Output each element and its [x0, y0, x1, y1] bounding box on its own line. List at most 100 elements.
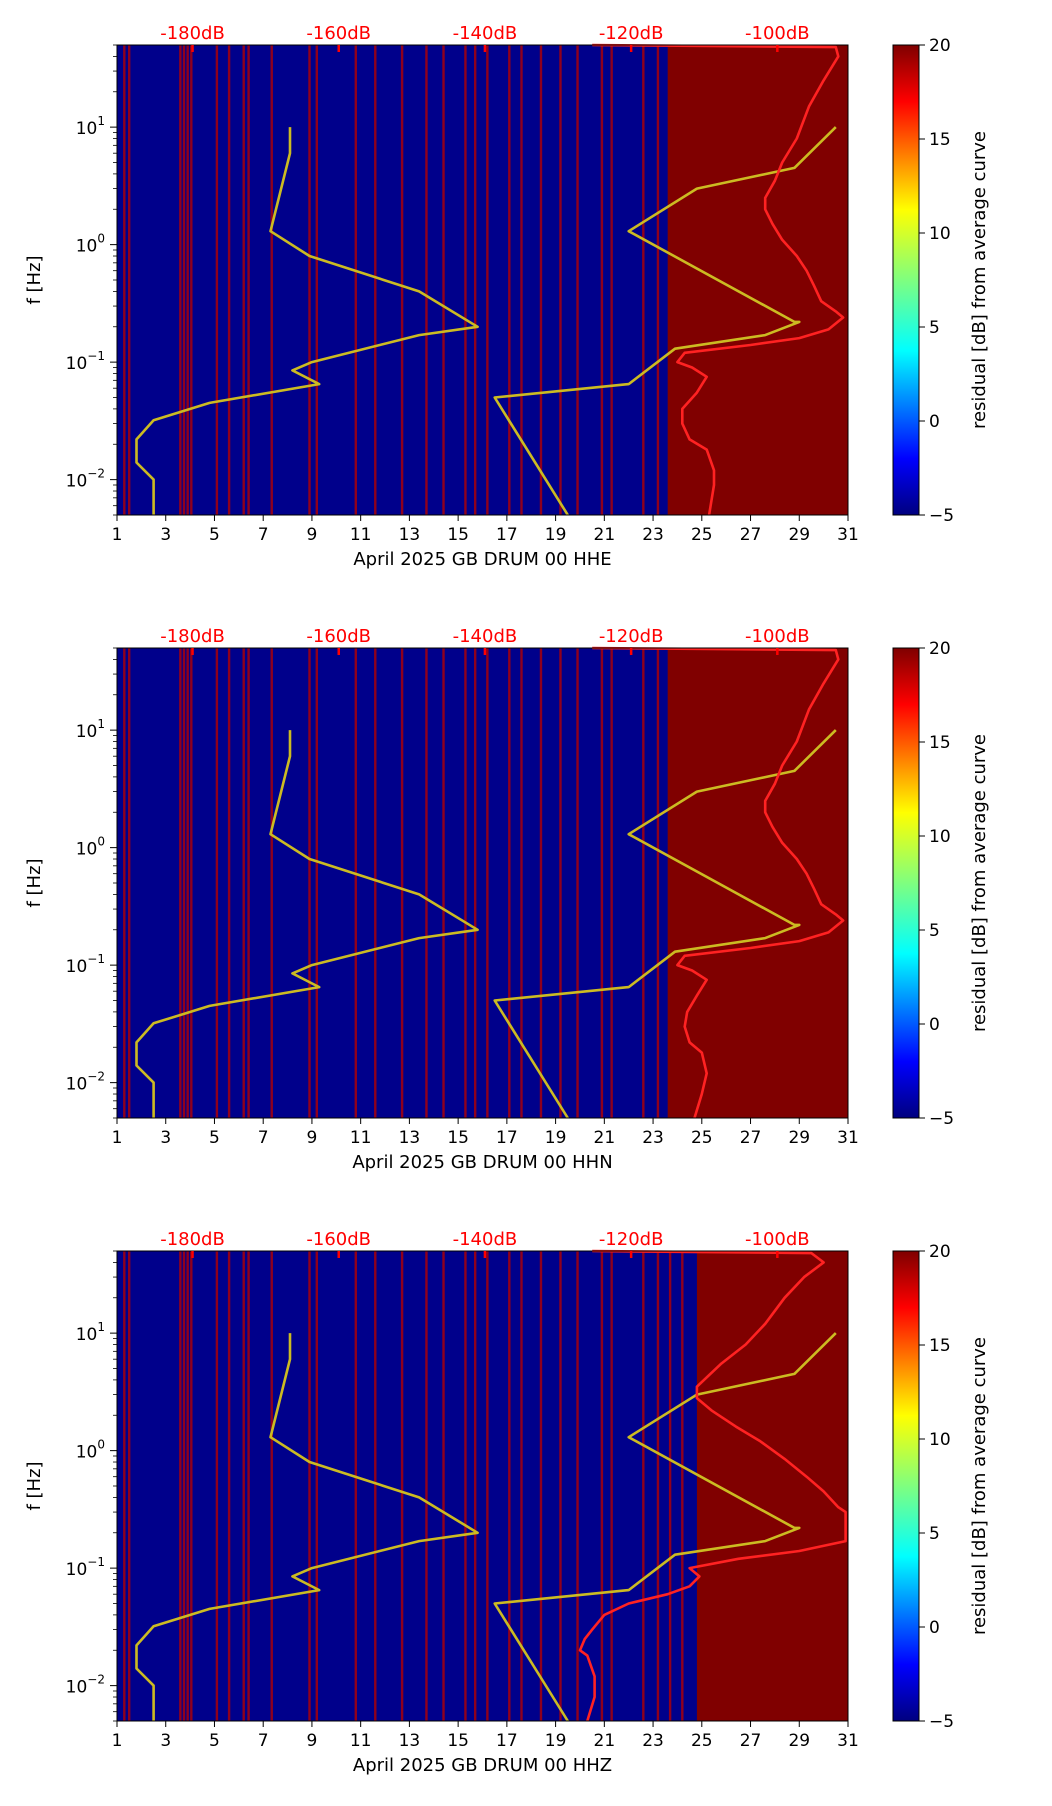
- x-tick-label: 5: [209, 525, 220, 545]
- top-axis-label: -160dB: [306, 23, 371, 44]
- residual-band: [374, 1251, 377, 1721]
- residual-band: [642, 45, 645, 515]
- x-tick-label: 9: [307, 525, 318, 545]
- x-tick-label: 15: [447, 1731, 469, 1751]
- residual-band: [242, 45, 245, 515]
- x-tick-label: 27: [740, 1731, 762, 1751]
- colorbar-tick-label: −5: [929, 506, 954, 526]
- residual-band: [442, 45, 445, 515]
- residual-band: [642, 648, 645, 1118]
- x-tick-label: 25: [691, 1731, 713, 1751]
- top-axis-label: -100dB: [745, 1229, 810, 1250]
- x-tick-label: 1: [112, 525, 123, 545]
- high-residual-block: [667, 45, 848, 515]
- residual-band: [464, 45, 467, 515]
- residual-band: [559, 45, 562, 515]
- x-tick-label: 17: [496, 1731, 518, 1751]
- x-tick-label: 23: [642, 1128, 664, 1148]
- top-axis-label: -100dB: [745, 626, 810, 647]
- residual-band: [656, 45, 660, 515]
- series-line-2: [493, 126, 837, 516]
- series-line-1: [135, 127, 479, 515]
- top-axis-label: -120dB: [599, 626, 664, 647]
- x-tick-label: 7: [258, 525, 269, 545]
- high-residual-block: [667, 648, 848, 1118]
- x-tick-label: 3: [160, 525, 171, 545]
- x-tick-label: 3: [160, 1731, 171, 1751]
- colorbar-tick-label: 15: [929, 130, 951, 150]
- series-line-2: [493, 729, 837, 1119]
- colorbar-tick-label: 10: [929, 224, 951, 244]
- x-tick-label: 11: [350, 1128, 372, 1148]
- residual-band: [559, 648, 562, 1118]
- x-tick-label: 13: [399, 1128, 421, 1148]
- residual-band: [123, 648, 126, 1118]
- residual-band: [242, 1251, 245, 1721]
- colorbar: [892, 1250, 920, 1722]
- colorbar-tick-label: 15: [929, 733, 951, 753]
- colorbar-tick-label: 0: [929, 1618, 940, 1638]
- top-axis-label: -180dB: [160, 626, 225, 647]
- x-tick-label: 13: [399, 525, 421, 545]
- top-axis-label: -140dB: [453, 1229, 518, 1250]
- x-tick-label: 29: [788, 525, 810, 545]
- x-tick-label: 11: [350, 1731, 372, 1751]
- residual-band: [190, 45, 193, 515]
- residual-band: [247, 45, 250, 515]
- colorbar-tick-label: 10: [929, 1430, 951, 1450]
- x-tick-label: 19: [545, 1731, 567, 1751]
- residual-band: [247, 648, 250, 1118]
- residual-band: [354, 1251, 357, 1721]
- x-tick-label: 21: [594, 525, 616, 545]
- x-tick-label: 17: [496, 525, 518, 545]
- residual-band: [425, 45, 428, 515]
- residual-band: [600, 1251, 604, 1721]
- x-tick-label: 7: [258, 1128, 269, 1148]
- residual-band: [354, 648, 357, 1118]
- x-tick-label: 23: [642, 1731, 664, 1751]
- y-tick-label: 101: [76, 114, 105, 139]
- x-tick-label: 27: [740, 525, 762, 545]
- residual-band: [520, 1251, 523, 1721]
- residual-band: [539, 648, 543, 1118]
- residual-band: [400, 1251, 404, 1721]
- colorbar: [892, 647, 920, 1119]
- y-tick-label: 100: [76, 232, 105, 257]
- x-tick-label: 5: [209, 1128, 220, 1148]
- x-tick-label: 23: [642, 525, 664, 545]
- x-tick-label: 19: [545, 1128, 567, 1148]
- x-tick-label: 15: [447, 1128, 469, 1148]
- residual-band: [242, 648, 245, 1118]
- y-tick-label: 10−2: [66, 467, 105, 492]
- x-tick-label: 5: [209, 1731, 220, 1751]
- residual-band: [190, 648, 193, 1118]
- y-tick-label: 100: [76, 1438, 105, 1463]
- x-axis-title: April 2025 GB DRUM 00 HHZ: [353, 1755, 612, 1776]
- x-tick-label: 21: [594, 1731, 616, 1751]
- residual-band: [425, 1251, 428, 1721]
- residual-band: [179, 1251, 182, 1721]
- residual-band: [473, 1251, 477, 1721]
- residual-band: [656, 648, 660, 1118]
- residual-band: [400, 648, 404, 1118]
- residual-band: [656, 1251, 660, 1721]
- x-tick-label: 29: [788, 1128, 810, 1148]
- y-tick-label: 10−1: [66, 1555, 105, 1580]
- series-line-3: [592, 646, 845, 1119]
- residual-band: [520, 45, 523, 515]
- residual-band: [559, 1251, 562, 1721]
- y-tick-label: 10−1: [66, 349, 105, 374]
- residual-band: [600, 648, 604, 1118]
- spectrogram-panel-3: 1 3 5 7 9 11 13 15 17 19 21 23 25 27 29 3110−210−110010…: [24, 1229, 990, 1776]
- residual-band: [486, 45, 489, 515]
- high-residual-block: [696, 1251, 848, 1721]
- x-tick-label: 25: [691, 525, 713, 545]
- x-tick-label: 1: [112, 1128, 123, 1148]
- residual-band: [127, 1251, 131, 1721]
- series-line-2: [493, 1332, 837, 1722]
- residual-band: [354, 45, 357, 515]
- top-axis-label: -180dB: [160, 23, 225, 44]
- residual-band: [508, 648, 511, 1118]
- colorbar-tick-label: 5: [929, 1524, 940, 1544]
- x-tick-label: 9: [307, 1128, 318, 1148]
